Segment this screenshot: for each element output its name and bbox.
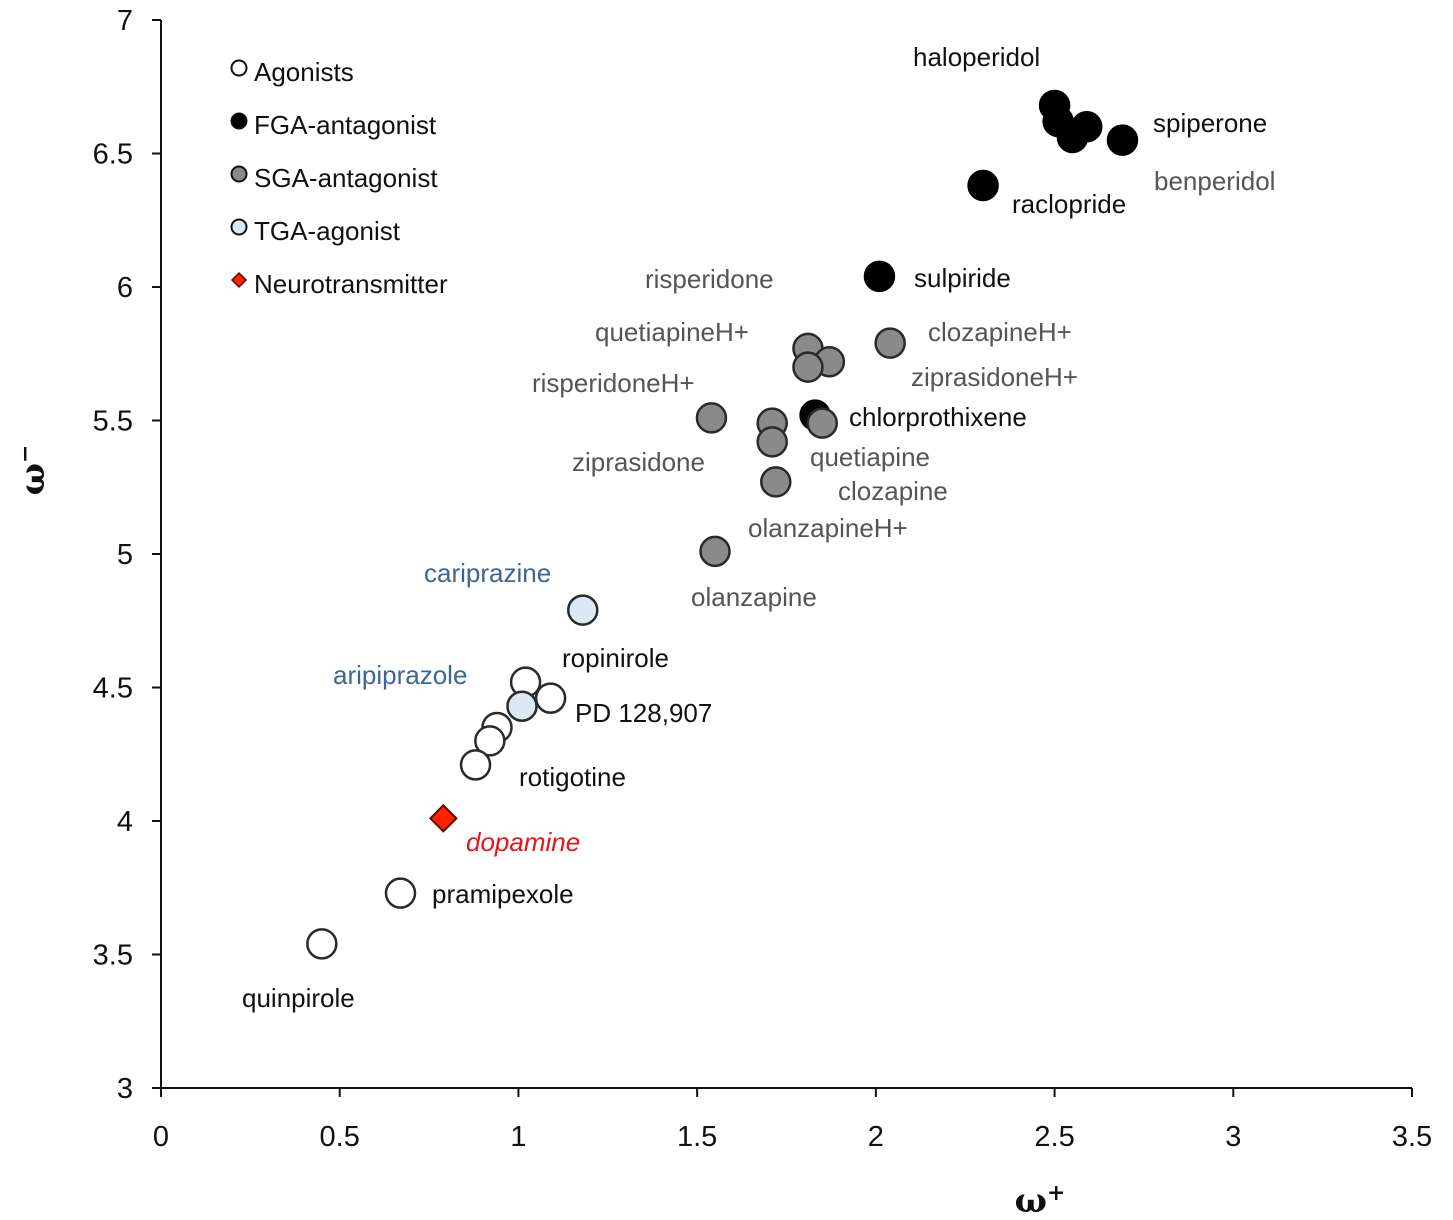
point-label: sulpiride xyxy=(914,263,1011,293)
x-tick-label: 3 xyxy=(1225,1121,1241,1153)
x-tick-label: 1.5 xyxy=(677,1121,717,1153)
legend-marker-diamond xyxy=(230,271,248,289)
point-label: ziprasidone xyxy=(572,447,705,477)
data-point xyxy=(459,749,492,781)
y-tick-label: 4 xyxy=(117,806,133,838)
data-point xyxy=(806,407,838,439)
point-label: risperidoneH+ xyxy=(532,368,695,398)
data-point xyxy=(534,682,567,714)
legend-marker xyxy=(230,218,248,236)
y-axis-title: ω− xyxy=(12,445,53,496)
y-ticks: 3 3.5 4 4.5 5 5.5 6 6.5 7 xyxy=(93,5,161,1105)
x-axis-title-superscript: + xyxy=(1047,1180,1065,1206)
legend-label: TGA-agonist xyxy=(254,216,401,246)
point-label: pramipexole xyxy=(432,879,574,909)
x-axis-title: ω+ xyxy=(1015,1180,1066,1220)
point-label: raclopride xyxy=(1012,189,1126,219)
y-tick-label: 6 xyxy=(117,272,133,304)
y-tick-label: 5.5 xyxy=(93,406,133,438)
x-ticks: 0 0.5 1 1.5 2 2.5 3 3.5 xyxy=(153,1088,1432,1153)
data-point xyxy=(384,877,417,909)
point-label: chlorprothixene xyxy=(849,402,1027,432)
x-tick-label: 0.5 xyxy=(320,1121,360,1153)
plot-area: 0 0.5 1 1.5 2 2.5 3 3.5 3 3.5 4 4.5 5 5.5 6 6.5 7 halop… xyxy=(93,5,1432,1153)
legend-label: Neurotransmitter xyxy=(254,269,448,299)
point-label: haloperidol xyxy=(913,42,1040,72)
legend-marker xyxy=(230,59,248,77)
y-axis-title-superscript: − xyxy=(12,445,38,463)
point-label: rotigotine xyxy=(519,762,626,792)
data-point xyxy=(756,426,788,458)
point-label: benperidol xyxy=(1154,166,1275,196)
point-label: risperidone xyxy=(645,264,774,294)
legend-label: SGA-antagonist xyxy=(254,163,438,193)
data-point xyxy=(874,327,906,359)
data-points xyxy=(306,89,1139,960)
legend-label: FGA-antagonist xyxy=(254,110,437,140)
point-label: ropinirole xyxy=(562,643,669,673)
point-label: aripiprazole xyxy=(333,660,467,690)
data-point xyxy=(306,928,338,960)
data-point xyxy=(1056,121,1089,154)
point-label: cariprazine xyxy=(424,558,551,588)
point-label: clozapineH+ xyxy=(928,317,1072,347)
point-label: dopamine xyxy=(466,827,580,857)
x-tick-label: 2.5 xyxy=(1034,1121,1074,1153)
x-tick-label: 3.5 xyxy=(1392,1121,1432,1153)
x-tick-label: 2 xyxy=(868,1121,884,1153)
legend-marker xyxy=(230,112,248,130)
point-label: spiperone xyxy=(1153,108,1267,138)
data-point-diamond xyxy=(428,803,458,833)
y-tick-label: 4.5 xyxy=(93,673,133,705)
y-tick-label: 3 xyxy=(117,1073,133,1105)
point-label: quinpirole xyxy=(242,983,355,1013)
point-label: olanzapine xyxy=(691,582,817,612)
data-point xyxy=(474,725,506,757)
legend: Agonists FGA-antagonist SGA-antagonist TGA-… xyxy=(230,57,448,299)
point-label: ziprasidoneH+ xyxy=(911,362,1078,392)
x-tick-label: 1 xyxy=(510,1121,526,1153)
data-point xyxy=(506,690,538,722)
y-tick-label: 3.5 xyxy=(93,940,133,972)
point-label: clozapine xyxy=(838,476,948,506)
data-point xyxy=(792,351,824,383)
point-label: quetiapine xyxy=(810,442,930,472)
point-labels: haloperidol spiperone benperidol raclopride… xyxy=(242,42,1275,1013)
y-tick-label: 7 xyxy=(117,5,133,37)
point-label: olanzapineH+ xyxy=(748,513,908,543)
x-tick-label: 0 xyxy=(153,1121,169,1153)
data-point xyxy=(1106,124,1139,156)
data-point xyxy=(567,594,599,626)
y-tick-label: 6.5 xyxy=(93,139,133,171)
data-point xyxy=(695,402,728,434)
data-point xyxy=(967,169,999,202)
legend-marker xyxy=(230,165,248,183)
point-label: quetiapineH+ xyxy=(595,317,749,347)
y-tick-label: 5 xyxy=(117,539,133,571)
data-point xyxy=(699,535,731,568)
data-point xyxy=(760,466,792,498)
legend-label: Agonists xyxy=(254,57,354,87)
point-label: PD 128,907 xyxy=(575,698,712,728)
data-point xyxy=(863,260,896,293)
